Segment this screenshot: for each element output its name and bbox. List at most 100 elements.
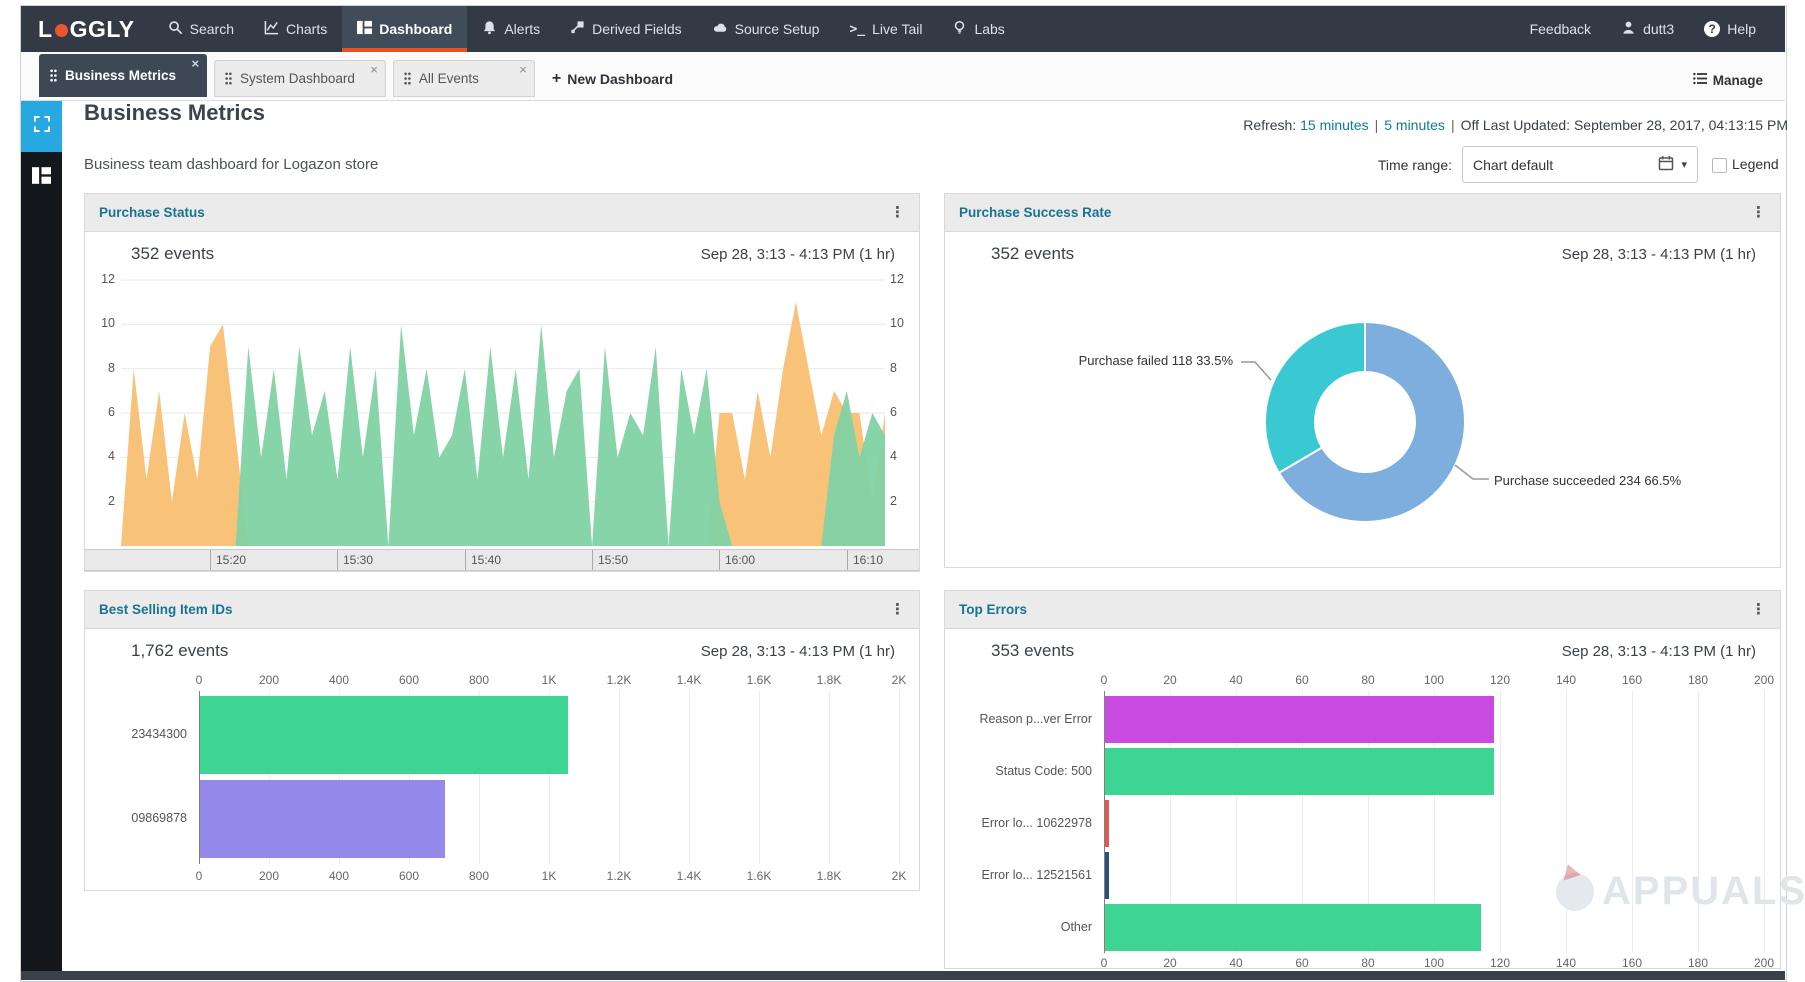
x-axis-label: 1.4K [664,673,714,687]
x-axis-label: 400 [314,869,364,883]
nav-item-source-setup[interactable]: Source Setup [697,6,835,52]
panel-menu-kebab-icon[interactable] [1751,602,1766,617]
panel-header: Top Errors [945,591,1780,629]
nav-item-search[interactable]: Search [153,6,249,52]
gridline [1698,691,1699,953]
bottom-bar [21,971,1785,980]
category-label: Error lo... 12521561 [945,868,1092,882]
nav-item-dashboard[interactable]: Dashboard [342,6,467,52]
area-chart[interactable] [121,269,885,546]
y-axis-label: 8 [890,361,920,375]
axis-tick [465,550,466,570]
sidebar-dashboard-button[interactable] [21,152,62,203]
x-axis-time-strip: 15:2015:3015:4015:5016:0016:10 [85,549,919,571]
x-axis-label: 1.2K [594,869,644,883]
x-axis-label: 200 [1739,673,1789,687]
manage-button[interactable]: Manage [1693,72,1763,88]
nav-item-alerts[interactable]: Alerts [467,6,555,52]
bar[interactable] [1105,748,1494,795]
donut-chart[interactable] [945,232,1782,574]
bar[interactable] [1105,696,1494,743]
panel-menu-kebab-icon[interactable] [890,602,905,617]
close-tab-icon[interactable] [519,63,527,76]
x-axis-label: 1.4K [664,869,714,883]
logo-text: GGLY [70,16,135,43]
axis-tick [592,550,593,570]
donut-slice [1265,322,1365,473]
feedback-link[interactable]: Feedback [1515,6,1606,52]
bar[interactable] [1105,800,1109,847]
category-label: Other [945,920,1092,934]
panel-title: Top Errors [959,602,1027,617]
x-axis-label: 60 [1277,956,1327,970]
drag-grip-icon[interactable] [225,72,232,85]
charts-icon [264,20,279,38]
drag-grip-icon[interactable] [50,69,57,82]
nav-item-live-tail[interactable]: Live Tail [834,6,937,52]
panel-header: Purchase Success Rate [945,194,1780,232]
panel-header: Purchase Status [85,194,919,232]
help-menu[interactable]: Help [1689,6,1771,52]
refresh-5-link[interactable]: 5 minutes [1384,117,1445,133]
top-navbar: LGGLY Search Charts Dashboard Alerts Der… [21,6,1785,52]
x-axis-label: 16:00 [725,553,755,567]
panel-menu-kebab-icon[interactable] [890,205,905,220]
gridline [759,691,760,864]
tab-system-dashboard[interactable]: System Dashboard [214,60,386,97]
x-axis-label: 15:30 [343,553,373,567]
page-subtitle: Business team dashboard for Logazon stor… [84,156,378,173]
x-axis-label: 20 [1145,673,1195,687]
time-range-label: Time range: [1378,157,1452,173]
tab-all-events[interactable]: All Events [393,60,535,97]
x-axis-label: 160 [1607,673,1657,687]
category-label: 09869878 [85,811,187,825]
gridline [1500,691,1501,953]
panel-menu-kebab-icon[interactable] [1751,205,1766,220]
user-menu[interactable]: dutt3 [1606,6,1689,52]
nav-item-labs[interactable]: Labs [937,6,1019,52]
nav-item-derived-fields[interactable]: Derived Fields [555,6,696,52]
panel-purchase-success-rate: Purchase Success Rate 352 events Sep 28,… [944,193,1781,568]
new-dashboard-button[interactable]: New Dashboard [552,70,673,88]
bar[interactable] [200,696,568,774]
refresh-15-link[interactable]: 15 minutes [1300,117,1368,133]
x-axis-label: 800 [454,673,504,687]
legend-checkbox[interactable] [1712,158,1727,173]
dashboard-tabbar: Business Metrics System Dashboard All Ev… [21,52,1785,101]
time-range-dropdown[interactable]: Chart default [1462,146,1698,183]
x-axis-label: 40 [1211,956,1261,970]
drag-grip-icon[interactable] [404,72,411,85]
bar[interactable] [1105,904,1481,951]
y-axis-label: 6 [85,405,115,419]
y-axis-label: 2 [890,494,920,508]
tab-business-metrics[interactable]: Business Metrics [39,54,207,97]
y-axis-label: 10 [85,316,115,330]
bar[interactable] [200,780,445,858]
refresh-off-option[interactable]: Off [1461,117,1479,133]
terminal-icon [849,22,865,37]
bar[interactable] [1105,852,1109,899]
events-count: 1,762 events [131,641,228,661]
cloud-icon [712,20,728,38]
gridline [619,691,620,864]
bar-chart-body: 353 events Sep 28, 3:13 - 4:13 PM (1 hr)… [945,629,1780,968]
loggly-logo[interactable]: LGGLY [21,16,153,43]
expand-dashboard-button[interactable] [21,101,62,152]
axis-tick [337,550,338,570]
help-icon [1704,21,1720,37]
close-tab-icon[interactable] [370,63,378,76]
x-axis-label: 100 [1409,956,1459,970]
close-tab-icon[interactable] [191,57,199,70]
x-axis-label: 100 [1409,673,1459,687]
bell-icon [482,20,497,38]
x-axis-label: 80 [1343,956,1393,970]
panel-top-errors: Top Errors 353 events Sep 28, 3:13 - 4:1… [944,590,1781,969]
refresh-label: Refresh: [1243,117,1296,133]
x-axis-label: 40 [1211,673,1261,687]
legend-label: Legend [1732,156,1779,172]
logo-dot-icon [55,24,68,37]
x-axis-label: 1.6K [734,673,784,687]
x-axis-label: 2K [874,673,924,687]
nav-item-charts[interactable]: Charts [249,6,342,52]
expand-icon [33,115,51,138]
